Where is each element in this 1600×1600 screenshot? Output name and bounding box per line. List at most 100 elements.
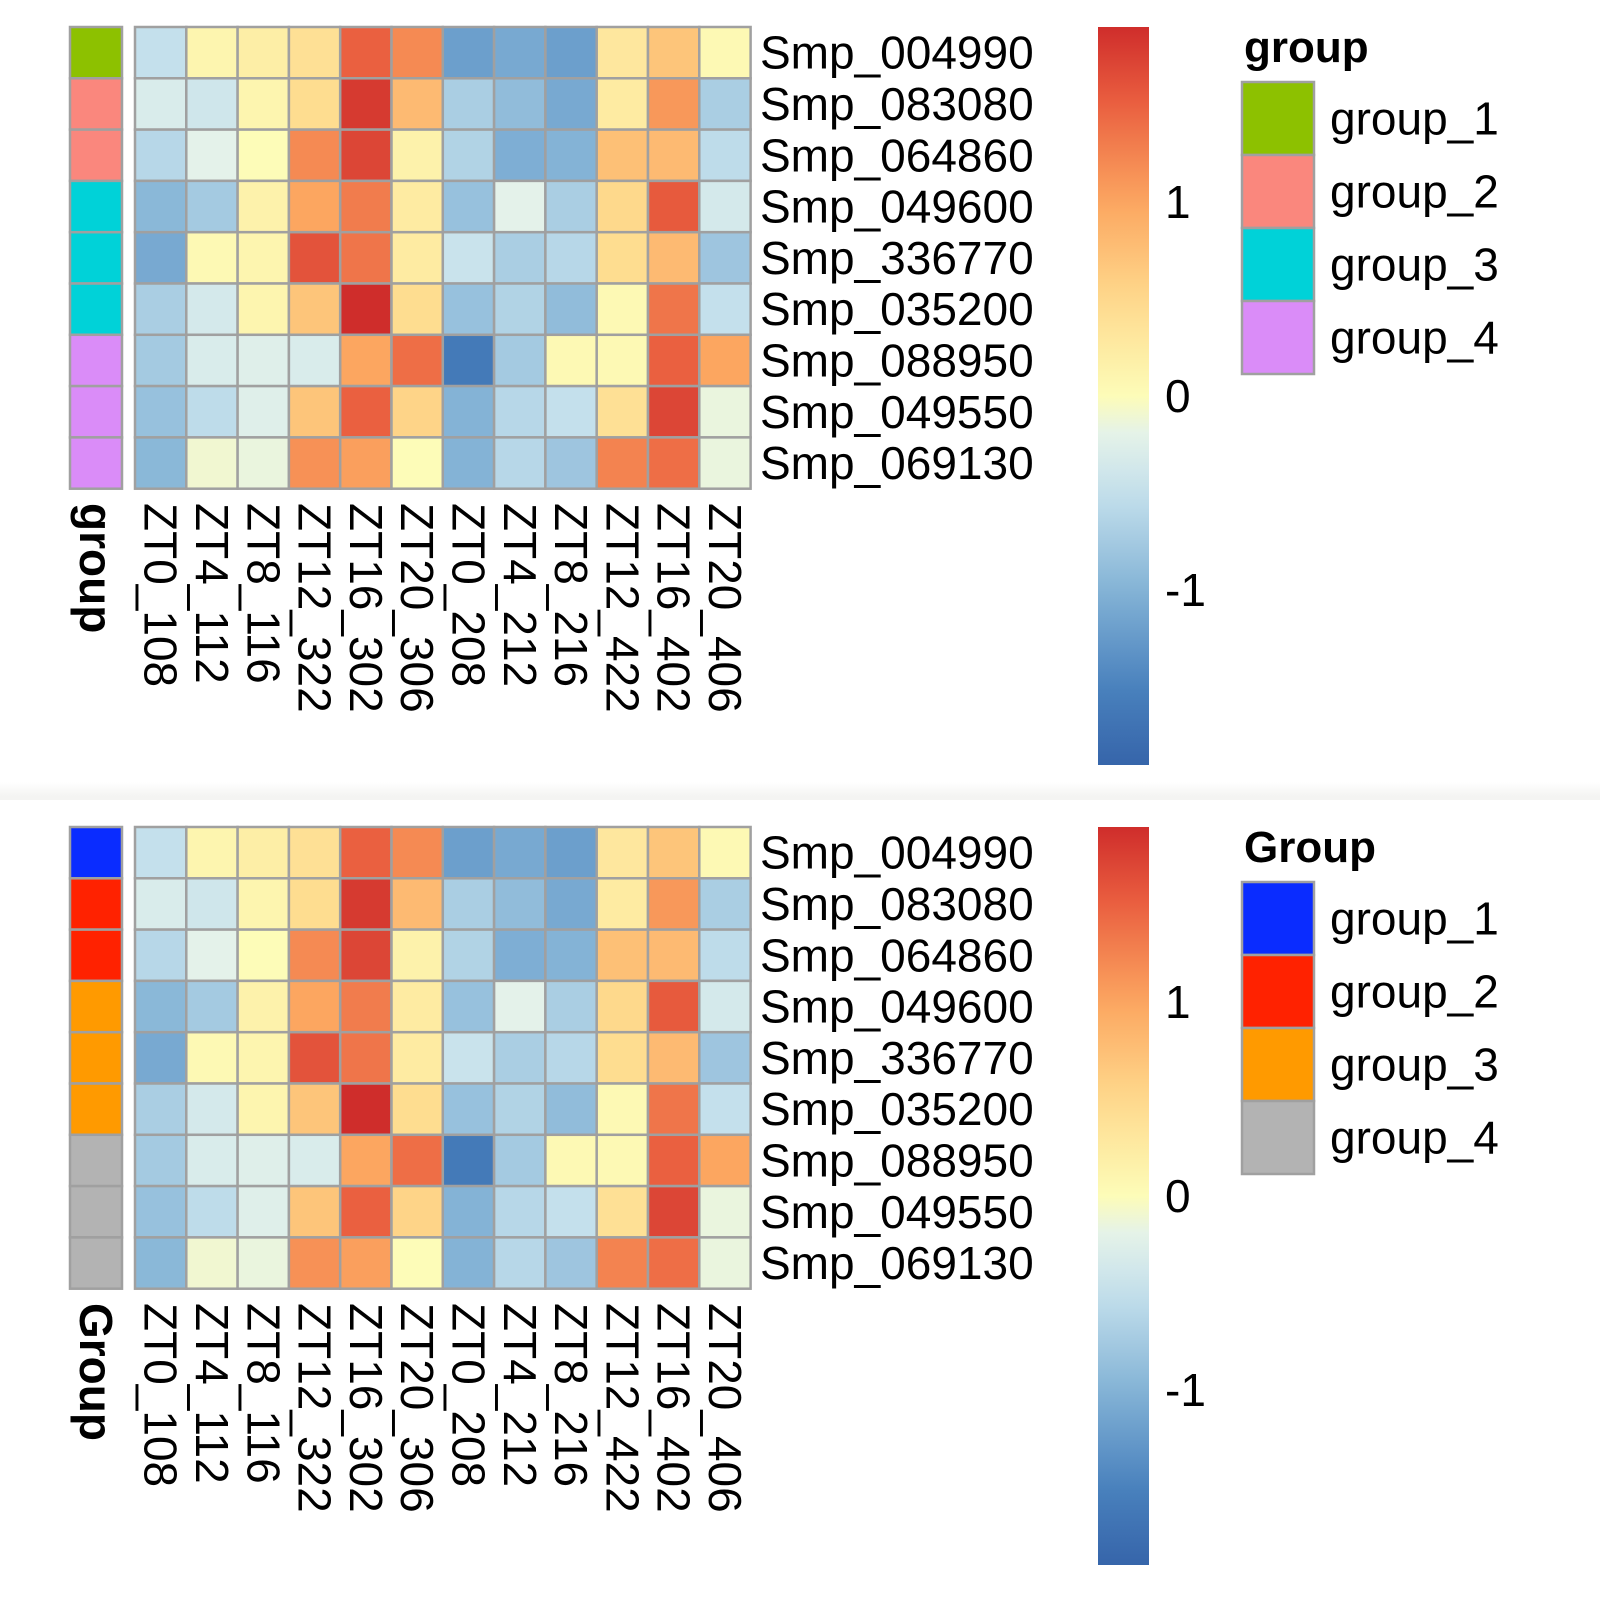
heatmap-cell (595, 230, 650, 285)
annotation-column (68, 25, 124, 490)
heatmap-cell (441, 1030, 496, 1085)
heatmap-cell (236, 1184, 291, 1239)
heatmap-cell (185, 333, 239, 388)
heatmap-cell (185, 25, 239, 80)
column-label: ZT20_406 (699, 1303, 751, 1513)
heatmap-cell (287, 25, 342, 80)
heatmap-cell (441, 1184, 496, 1239)
annotation-cell (68, 1082, 124, 1137)
heatmap-cell (287, 436, 342, 490)
heatmap-cell (544, 877, 598, 931)
annotation-cell (68, 436, 124, 490)
heatmap-cell (390, 179, 445, 234)
heatmap-panel-top: group Smp_004990 Smp_083080 Smp_064860 Smp_0… (68, 23, 1499, 765)
column-label: ZT0_108 (135, 503, 187, 687)
heatmap-cell (133, 1184, 188, 1239)
heatmap-cell (390, 282, 445, 337)
legend-swatch (1240, 226, 1316, 303)
heatmap-chart-bottom: GroupSmp_004990Smp_083080Smp_064860Smp_0… (68, 823, 1499, 1565)
annotation-cell (68, 333, 124, 388)
column-label: ZT12_422 (596, 1303, 648, 1513)
heatmap-cell (544, 230, 598, 285)
heatmap-cell (236, 230, 291, 285)
heatmap-cell (185, 825, 239, 880)
heatmap-cell (390, 877, 445, 931)
heatmap-cell (441, 179, 496, 234)
heatmap-cell (646, 979, 701, 1034)
heatmap-cell (133, 1133, 188, 1188)
heatmap-cell (133, 979, 188, 1034)
heatmap-cell (338, 333, 393, 388)
heatmap-cell (646, 1184, 701, 1239)
heatmap-cell (595, 333, 650, 388)
heatmap-cell (698, 1184, 752, 1239)
heatmap-cell (698, 384, 752, 439)
heatmap-cell (287, 877, 342, 931)
heatmap-cell (287, 179, 342, 234)
heatmap-cell (492, 1133, 547, 1188)
row-label: Smp_035200 (760, 1083, 1034, 1135)
heatmap-cell (492, 1184, 547, 1239)
heatmap-cell (595, 1133, 650, 1188)
heatmap-cell (185, 230, 239, 285)
heatmap-cell (338, 179, 393, 234)
heatmap-cell (441, 1133, 496, 1188)
heatmap-cell (236, 825, 291, 880)
annotation-cell (68, 979, 124, 1034)
heatmap-cell (185, 979, 239, 1034)
heatmap-cell (441, 128, 496, 183)
annotation-cell (68, 179, 124, 234)
heatmap-cell (646, 179, 701, 234)
heatmap-cell (236, 282, 291, 337)
heatmap-cell (338, 282, 393, 337)
heatmap-cell (698, 1236, 752, 1290)
column-label: ZT4_212 (494, 1303, 546, 1487)
heatmap-cell (595, 1184, 650, 1239)
heatmap-cell (133, 179, 188, 234)
annotation-cell (68, 282, 124, 337)
legend-label: group_4 (1330, 1112, 1499, 1164)
heatmap-cell (185, 282, 239, 337)
column-label: ZT8_116 (237, 503, 289, 684)
heatmap-cell (544, 825, 598, 880)
heatmap-cell (390, 928, 445, 983)
heatmap-cell (133, 928, 188, 983)
heatmap-cell (185, 128, 239, 183)
heatmap-cell (646, 282, 701, 337)
legend-label: group_3 (1330, 1039, 1499, 1091)
row-label: Smp_336770 (760, 1032, 1034, 1084)
heatmap-cell (646, 230, 701, 285)
heatmap-cell (646, 25, 701, 80)
legend-swatch (1240, 953, 1316, 1030)
heatmap-cell (236, 77, 291, 131)
heatmap-cell (544, 1133, 598, 1188)
heatmap-cell (595, 128, 650, 183)
heatmap-cell (133, 1082, 188, 1137)
heatmap-cell (287, 979, 342, 1034)
heatmap-cell (338, 1030, 393, 1085)
heatmap-cell (698, 928, 752, 983)
heatmap-cell (595, 282, 650, 337)
column-label: ZT16_402 (648, 503, 700, 713)
heatmap-cell (338, 928, 393, 983)
heatmap-cell (441, 877, 496, 931)
heatmap-cell (390, 1184, 445, 1239)
heatmap-cell (185, 436, 239, 490)
annotation-cell (68, 1030, 124, 1085)
row-label: Smp_004990 (760, 27, 1034, 79)
heatmap-cell (646, 825, 701, 880)
legend-swatch (1240, 880, 1316, 957)
heatmap-cell (646, 333, 701, 388)
heatmap-cell (236, 1133, 291, 1188)
heatmap-cell (287, 333, 342, 388)
colorbar-tick-label: -1 (1165, 1364, 1206, 1416)
heatmap-cell (133, 333, 188, 388)
heatmap-cell (544, 179, 598, 234)
heatmap-cell (492, 1236, 547, 1290)
heatmap-cell (698, 282, 752, 337)
heatmap-cell (595, 436, 650, 490)
column-label: ZT12_322 (289, 503, 341, 713)
heatmap-cell (390, 1082, 445, 1137)
heatmap-cell (287, 1030, 342, 1085)
heatmap-cell (646, 436, 701, 490)
